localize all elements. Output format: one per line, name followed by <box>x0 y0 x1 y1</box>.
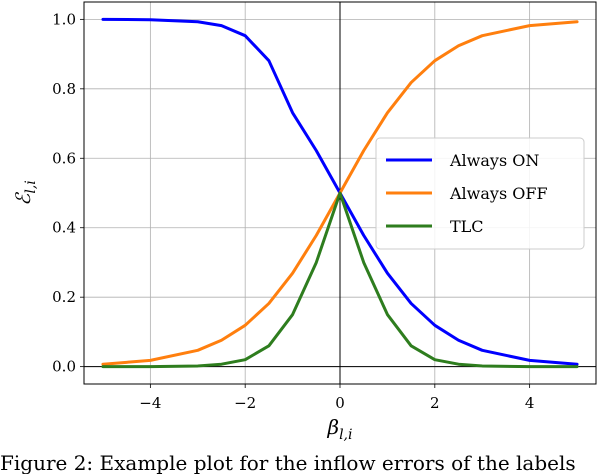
x-tick-label: −4 <box>139 394 161 412</box>
y-tick-label: 0.0 <box>52 358 76 376</box>
x-tick-label: −2 <box>234 394 256 412</box>
y-tick-label: 1.0 <box>52 10 76 28</box>
x-tick-label: 0 <box>335 394 345 412</box>
x-axis-label: βl,i <box>327 415 353 443</box>
axis-ticks: −4 −2 0 2 4 0.0 0.2 0.4 0.6 0.8 1.0 <box>52 10 534 412</box>
legend-box <box>375 137 585 250</box>
y-tick-label: 0.8 <box>52 80 76 98</box>
y-axis-label: ℰl,i <box>11 180 39 206</box>
y-tick-label: 0.6 <box>52 149 76 167</box>
figure-caption: Figure 2: Example plot for the inflow er… <box>0 451 576 474</box>
series-lines <box>101 17 579 369</box>
x-tick-label: 4 <box>525 394 535 412</box>
x-tick-label: 2 <box>430 394 440 412</box>
y-tick-label: 0.2 <box>52 288 76 306</box>
y-tick-label: 0.4 <box>52 219 76 237</box>
series-line-tlc <box>101 191 579 369</box>
legend: Always ON Always OFF TLC <box>375 137 585 250</box>
legend-label: Always ON <box>449 151 539 170</box>
legend-label: Always OFF <box>449 184 548 203</box>
legend-label: TLC <box>450 217 484 236</box>
